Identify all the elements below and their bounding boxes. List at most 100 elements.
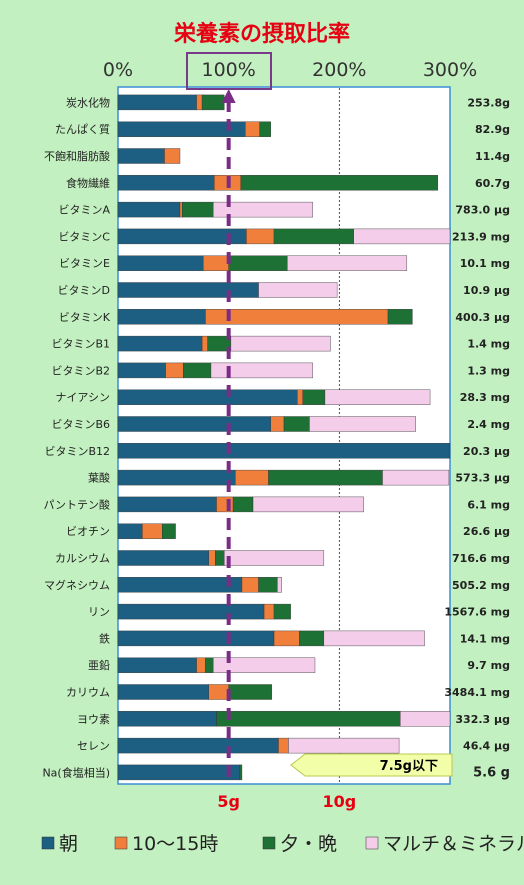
bar-segment [309,416,416,432]
bar-segment [273,630,300,647]
category-label: Na(食塩相当) [42,765,110,779]
bar-segment [117,657,197,673]
bar-segment [297,389,304,405]
bar-segment [162,523,176,539]
intake-label: 253.8g [467,96,510,109]
bar-segment [299,630,325,647]
bar-segment [224,550,325,566]
intake-label: 82.9g [475,123,510,136]
bar-segment [277,577,282,593]
intake-label: 505.2 mg [452,579,510,592]
bar-segment [142,523,163,539]
bar-segment [273,603,291,620]
bar-segment [258,577,278,593]
bar-segment [252,496,364,513]
bar-segment [268,469,383,486]
intake-label: 60.7g [475,177,510,190]
category-label: パントテン酸 [43,497,110,511]
bar-segment [400,711,451,727]
bar-segment [117,282,259,298]
category-label: 鉄 [99,631,110,645]
legend-swatch [41,836,55,850]
category-label: カルシウム [55,552,110,565]
category-label: セレン [77,740,110,753]
bar-segment [208,684,229,700]
bottom-tick-label: 10g [322,792,356,811]
bar-segment [117,389,298,405]
bar-segment [117,309,206,325]
bar-segment [212,201,313,218]
intake-label: 11.4g [475,150,510,163]
category-label: ビタミンB12 [44,445,110,458]
intake-label: 1567.6 mg [444,606,510,619]
bar-segment [239,764,243,781]
bar-segment [270,416,285,432]
na-limit-callout: 7.5g以下 [290,753,453,777]
bar-segment [165,362,184,379]
category-label: 炭水化物 [66,95,110,109]
bar-segment [183,362,212,379]
bar-segment [117,630,275,647]
intake-label: 213.9 mg [452,230,510,243]
bar-segment [117,148,165,164]
bar-segment [246,228,275,245]
intake-label: 573.3 μg [455,472,510,485]
bar-segment [117,94,197,111]
category-label: ビタミンK [59,311,111,324]
bar-segment [117,496,217,513]
x-tick-label: 200% [312,59,366,81]
bar-segment [205,309,389,325]
bar-segment [117,684,209,700]
bar-segment [232,496,254,513]
legend-label: 10〜15時 [132,833,218,855]
bar-segment [117,175,215,191]
bar-segment [210,362,313,379]
category-label: ビタミンA [58,204,110,217]
x-tick-label: 300% [423,59,477,81]
legend-label: 朝 [59,833,78,855]
na-limit-arrow [290,753,453,777]
bar-segment [216,711,401,727]
bottom-tick-labels: 5g 10g [217,792,356,811]
intake-label: 1.3 mg [467,364,510,377]
category-label: たんぱく質 [55,122,110,136]
intake-label: 14.1 mg [460,632,510,645]
category-label: ビタミンC [58,230,110,243]
bar-segment [117,362,166,379]
bar-segment [278,737,289,754]
intake-label: 783.0 μg [455,204,510,217]
category-label: 食物繊維 [66,176,110,190]
bar-segment [215,550,225,566]
bar-segment [259,121,271,137]
bars [117,94,451,781]
bar-segment [288,737,400,754]
intake-label: 26.6 μg [463,525,510,538]
legend-label: 夕・晩 [280,833,337,855]
intake-label: 716.6 mg [452,552,510,565]
intake-label: 6.1 mg [467,498,510,511]
bar-segment [273,228,354,245]
bar-segment [117,416,271,432]
category-label: ビオチン [66,525,110,538]
legend-swatch [262,836,276,850]
chart-title: 栄養素の摂取比率 [173,21,350,47]
intake-label: 3484.1 mg [444,686,510,699]
bar-segment [117,469,236,486]
bar-segment [117,550,209,566]
category-label: 亜鉛 [88,658,110,672]
x-tick-labels: 0% 100% 200% 300% [103,59,477,81]
bar-segment [117,443,451,459]
bar-segment [181,201,214,218]
bar-segment [382,469,450,486]
bar-segment [164,148,181,164]
plot-area [117,86,451,785]
intake-label: 28.3 mg [460,391,510,404]
intake-label: 20.3 μg [463,445,510,458]
intake-label: 400.3 μg [455,311,510,324]
bar-segment [196,94,203,111]
intake-label: 2.4 mg [467,418,510,431]
bar-segment [230,335,331,352]
bar-segment [179,201,183,218]
